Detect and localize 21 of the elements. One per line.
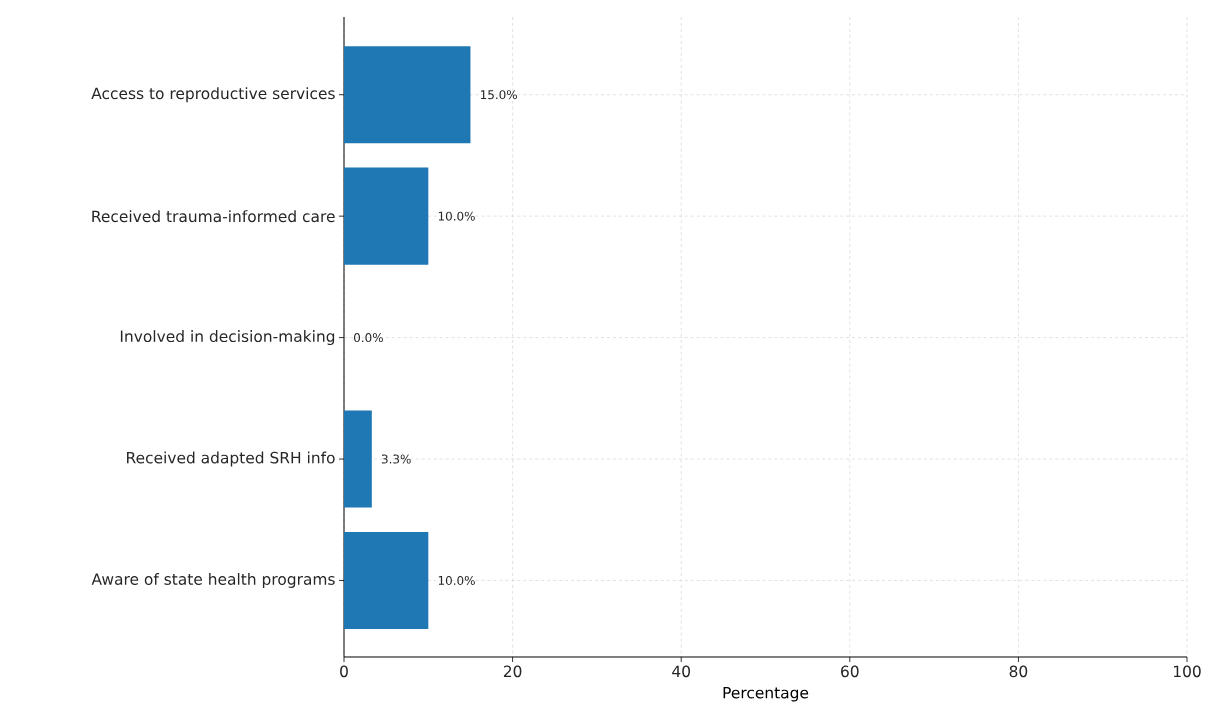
x-tick-label: 100 xyxy=(1173,665,1201,678)
x-tick-label: 80 xyxy=(1009,665,1028,678)
bar xyxy=(344,46,471,144)
bar xyxy=(344,167,429,265)
bar xyxy=(344,531,429,630)
y-tick-label: Involved in decision-making xyxy=(120,330,335,346)
data-label: 3.3% xyxy=(381,454,411,464)
y-tick-label: Aware of state health programs xyxy=(91,573,335,588)
data-label: 10.0% xyxy=(438,211,475,221)
x-tick-label: 40 xyxy=(672,665,690,678)
data-label: 10.0% xyxy=(438,575,475,586)
y-tick-label: Received adapted SRH info xyxy=(127,451,335,467)
y-tick-label: Access to reproductive services xyxy=(91,87,335,103)
data-label: 15.0% xyxy=(480,90,517,100)
x-axis-title: Percentage xyxy=(723,687,809,702)
y-tick-label: Received trauma-informed care xyxy=(92,210,335,223)
x-tick-label: 60 xyxy=(841,665,859,678)
data-label: 0.0% xyxy=(353,333,383,343)
bar xyxy=(344,410,372,508)
x-tick-label: 0 xyxy=(340,665,348,678)
x-tick-label: 20 xyxy=(503,665,522,678)
